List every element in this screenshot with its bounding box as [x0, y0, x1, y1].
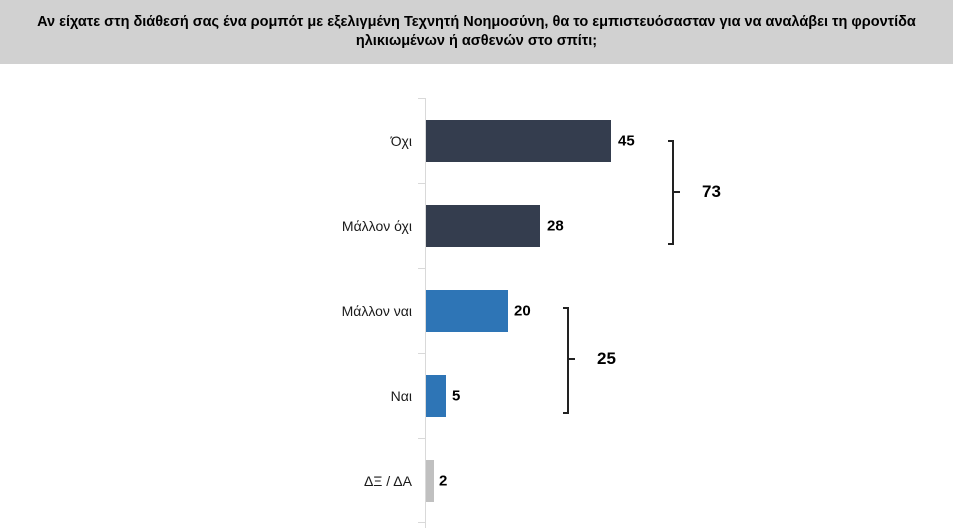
- category-label: Μάλλον όχι: [341, 218, 412, 234]
- bar-dk-na: [426, 460, 434, 502]
- data-label: 28: [547, 217, 564, 235]
- bar-mallon-ochi: [426, 205, 540, 247]
- axis-tick: [418, 183, 425, 184]
- data-label: 20: [514, 302, 531, 320]
- chart-title: Αν είχατε στη διάθεσή σας ένα ρομπότ με …: [37, 14, 916, 49]
- category-label: Ναι: [390, 388, 412, 404]
- bar-ochi: [426, 120, 611, 162]
- category-label: Μάλλον ναι: [341, 303, 412, 319]
- bracket-tick: [569, 358, 575, 360]
- question-header: Αν είχατε στη διάθεσή σας ένα ρομπότ με …: [0, 0, 953, 64]
- data-label: 5: [452, 387, 461, 405]
- bar-mallon-nai: [426, 290, 508, 332]
- bracket-yes-total: [563, 307, 569, 414]
- bracket-no-total: [668, 140, 674, 245]
- category-axis: [425, 98, 426, 528]
- bracket-tick: [674, 191, 680, 193]
- data-label: 45: [618, 132, 635, 150]
- axis-tick: [418, 268, 425, 269]
- category-label: Όχι: [390, 133, 412, 149]
- axis-tick: [418, 438, 425, 439]
- axis-tick: [418, 522, 425, 523]
- data-label: 2: [439, 472, 448, 490]
- bar-nai: [426, 375, 446, 417]
- category-label: ΔΞ / ΔΑ: [363, 473, 412, 489]
- axis-tick: [418, 98, 425, 99]
- axis-tick: [418, 353, 425, 354]
- group-total-yes: 25: [597, 349, 616, 368]
- group-total-no: 73: [702, 182, 721, 201]
